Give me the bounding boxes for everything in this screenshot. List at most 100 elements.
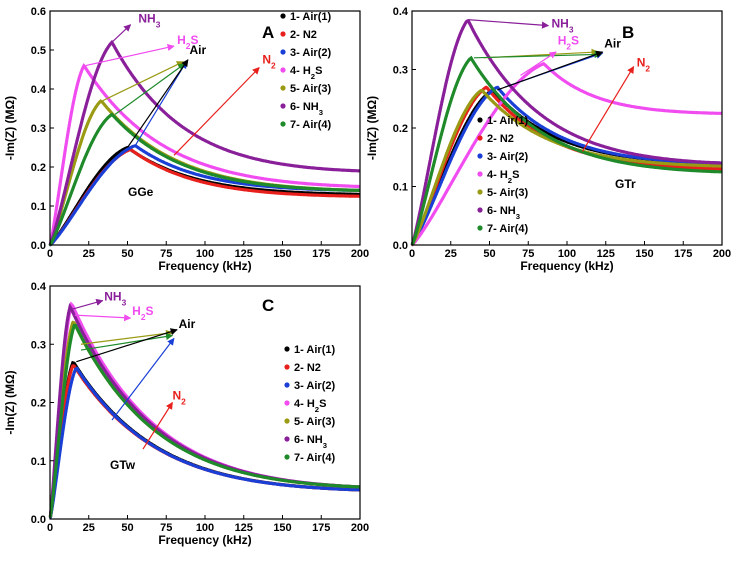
legend-entry: 6- NH3 (487, 205, 520, 221)
legend-marker (280, 31, 286, 37)
y-tick-label: 0.0 (393, 240, 408, 252)
annotation-arrow (80, 329, 174, 345)
legend-entry: 3- Air(2) (294, 380, 335, 392)
x-tick-label: 150 (273, 248, 291, 260)
x-tick-label: 175 (312, 522, 330, 534)
legend-entry: 5- Air(3) (294, 416, 335, 428)
legend-marker (284, 382, 290, 388)
series-line (48, 323, 361, 518)
panel-b: 0 25 50 75 100 125 150 175 200 0.0 0.1 0.2 0.3 0.4 Fre… (365, 6, 731, 273)
x-tick-label: 50 (483, 248, 495, 260)
legend-marker (280, 49, 286, 55)
legend-marker (280, 67, 286, 73)
panel-label: A (262, 23, 274, 42)
x-tick-label: 150 (273, 522, 291, 534)
x-tick-label: 75 (522, 248, 534, 260)
annotation-arrow (111, 24, 132, 43)
legend-marker (477, 225, 483, 231)
y-tick-label: 0.0 (31, 514, 46, 526)
legend-entry: 4- H2S (487, 169, 519, 185)
y-axis-label: -Im(Z) (MΩ) (365, 96, 379, 160)
annotation-label: NH3 (104, 290, 126, 308)
legend-marker (284, 346, 290, 352)
annotation-arrow (469, 19, 550, 29)
legend-marker (477, 189, 483, 195)
legend-entry: 6- NH3 (294, 434, 327, 450)
legend-entry: 4- H2S (290, 65, 322, 81)
annotation-arrow (127, 59, 189, 148)
annotation-arrow (102, 61, 184, 102)
x-tick-label: 0 (409, 248, 415, 260)
x-axis-label: Frequency (kHz) (158, 259, 251, 273)
series-3-air-2 (48, 366, 361, 519)
x-tick-label: 100 (558, 248, 576, 260)
annotation-label: N2 (262, 53, 276, 71)
annotation-arrow (134, 61, 187, 146)
sensor-label: GGe (128, 185, 154, 199)
y-tick-label: 0.4 (393, 6, 409, 18)
x-tick-label: 25 (83, 522, 95, 534)
series-7-air-4 (48, 112, 361, 246)
annotation-arrow (111, 337, 175, 421)
sensor-label: GTw (110, 458, 136, 472)
legend-entry: 2- N2 (294, 362, 321, 374)
legend-marker (284, 418, 290, 424)
legend-entry: 7- Air(4) (290, 119, 331, 131)
annotation-arrow (71, 298, 104, 310)
legend-entry: 1- Air(1) (487, 115, 528, 127)
x-tick-label: 50 (121, 522, 133, 534)
legend-entry: 3- Air(2) (290, 47, 331, 59)
y-tick-label: 0.3 (31, 123, 46, 135)
annotation-arrow (581, 65, 635, 152)
x-tick-label: 50 (121, 248, 133, 260)
legend-marker (280, 85, 286, 91)
y-tick-label: 0.2 (393, 123, 408, 135)
legend-marker (284, 400, 290, 406)
y-axis-label: -Im(Z) (MΩ) (3, 370, 17, 434)
legend-entry: 5- Air(3) (487, 187, 528, 199)
annotation-label: N2 (172, 389, 186, 407)
annotation-arrow (497, 50, 604, 91)
y-tick-label: 0.2 (31, 398, 46, 410)
legend-entry: 1- Air(1) (294, 344, 335, 356)
annotation-arrow (173, 67, 260, 156)
annotation-arrow (74, 314, 132, 322)
series-7-air-4 (48, 323, 361, 518)
legend-marker (477, 153, 483, 159)
y-tick-label: 0.1 (31, 456, 46, 468)
x-tick-label: 200 (351, 522, 369, 534)
y-tick-label: 0.4 (31, 84, 47, 96)
legend-entry: 6- NH3 (290, 101, 323, 117)
series-4-h-s (48, 63, 361, 245)
x-tick-label: 100 (196, 522, 214, 534)
y-tick-label: 0.3 (393, 65, 408, 77)
x-tick-label: 175 (674, 248, 692, 260)
y-tick-label: 0.3 (31, 339, 46, 351)
series-line (48, 39, 361, 246)
annotation-arrow (85, 43, 175, 67)
annotation-label: Air (179, 317, 196, 331)
annotation-label: NH3 (552, 16, 574, 34)
y-axis-label: -Im(Z) (MΩ) (3, 96, 17, 160)
legend-marker (280, 121, 286, 127)
x-tick-label: 150 (635, 248, 653, 260)
legend: 1- Air(1) 2- N2 3- Air(2) 4- H2S 5- Air(3) 6-… (280, 11, 331, 131)
y-tick-label: 0.6 (31, 6, 46, 18)
legend-entry: 1- Air(1) (290, 11, 331, 23)
panel-label: B (622, 23, 634, 42)
legend-marker (284, 436, 290, 442)
annotation-arrow (520, 51, 557, 76)
annotation-label: NH3 (138, 12, 160, 30)
legend: 1- Air(1) 2- N2 3- Air(2) 4- H2S 5- Air(3) 6-… (477, 115, 528, 235)
annotation-label: H2S (177, 33, 198, 51)
legend-entry: 7- Air(4) (487, 223, 528, 235)
annotation-arrow (114, 63, 186, 115)
legend-marker (284, 364, 290, 370)
x-tick-label: 125 (597, 248, 615, 260)
x-tick-label: 125 (235, 522, 253, 534)
legend-marker (280, 13, 286, 19)
panel-label: C (262, 296, 274, 315)
annotation-label: Air (190, 43, 207, 57)
legend-entry: 2- N2 (487, 133, 514, 145)
